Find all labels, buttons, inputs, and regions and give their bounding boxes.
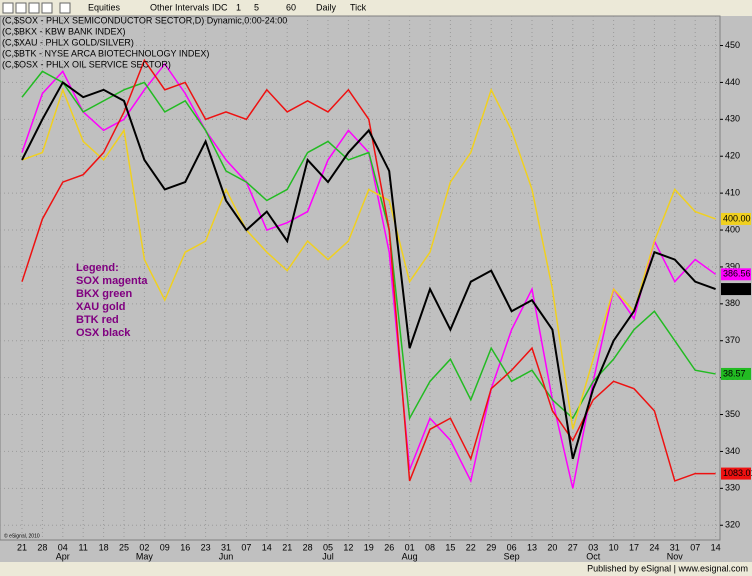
x-tick-label: 08 bbox=[425, 542, 435, 552]
x-tick-label: 15 bbox=[445, 542, 455, 552]
legend-entry: SOX magenta bbox=[76, 275, 148, 287]
x-tick-label: 21 bbox=[17, 542, 27, 552]
legend-title: Legend: bbox=[76, 262, 119, 274]
toolbar-item[interactable]: Other Intervals bbox=[150, 2, 210, 12]
x-tick-label: 13 bbox=[527, 542, 537, 552]
y-tick-label: 410 bbox=[725, 188, 740, 198]
x-tick-label: 17 bbox=[629, 542, 639, 552]
month-label: Nov bbox=[667, 551, 684, 561]
x-tick-label: 28 bbox=[303, 542, 313, 552]
x-tick-label: 06 bbox=[507, 542, 517, 552]
toolbar-icon[interactable] bbox=[2, 2, 14, 14]
copyright: © eSignal, 2010 bbox=[4, 532, 40, 539]
x-tick-label: 07 bbox=[690, 542, 700, 552]
legend-entry: OSX black bbox=[76, 327, 131, 339]
x-tick-label: 03 bbox=[588, 542, 598, 552]
status-bar bbox=[0, 562, 752, 576]
toolbar-item[interactable]: 5 bbox=[254, 2, 259, 12]
y-tick-label: 340 bbox=[725, 446, 740, 456]
x-tick-label: 14 bbox=[711, 542, 721, 552]
toolbar-item[interactable]: 1 bbox=[236, 2, 241, 12]
toolbar-item[interactable]: Tick bbox=[350, 2, 367, 12]
last-value-box bbox=[721, 283, 751, 296]
x-tick-label: 22 bbox=[466, 542, 476, 552]
series-line bbox=[21, 87, 716, 430]
x-tick-label: 12 bbox=[343, 542, 353, 552]
month-label: Jun bbox=[219, 551, 234, 561]
x-tick-label: 28 bbox=[37, 542, 47, 552]
x-tick-label: 20 bbox=[547, 542, 557, 552]
x-tick-label: 23 bbox=[201, 542, 211, 552]
x-tick-label: 04 bbox=[58, 542, 68, 552]
last-value-label: 1083.01 bbox=[723, 468, 752, 478]
x-tick-label: 05 bbox=[323, 542, 333, 552]
month-label: Apr bbox=[56, 551, 70, 561]
last-value-label: 234.11 bbox=[723, 283, 750, 293]
legend-entry: BTK red bbox=[76, 314, 119, 326]
y-tick-label: 350 bbox=[725, 409, 740, 419]
header-line: (C,$OSX - PHLX OIL SERVICE SECTOR) bbox=[2, 59, 171, 69]
y-tick-label: 420 bbox=[725, 151, 740, 161]
last-value-box bbox=[721, 367, 751, 380]
last-value-label: 386.56 bbox=[723, 269, 751, 279]
toolbar-item[interactable]: IDC bbox=[212, 2, 228, 12]
toolbar-icon[interactable] bbox=[59, 2, 71, 14]
x-tick-label: 09 bbox=[160, 542, 170, 552]
legend-entry: XAU gold bbox=[76, 301, 126, 313]
header-line: (C,$SOX - PHLX SEMICONDUCTOR SECTOR,D) D… bbox=[2, 15, 287, 25]
series-line bbox=[21, 80, 716, 460]
x-tick-label: 31 bbox=[670, 542, 680, 552]
month-label: Oct bbox=[586, 551, 601, 561]
header-line: (C,$XAU - PHLX GOLD/SILVER) bbox=[2, 37, 134, 47]
x-tick-label: 24 bbox=[649, 542, 659, 552]
toolbar bbox=[0, 0, 752, 16]
y-tick-label: 390 bbox=[725, 261, 740, 271]
x-tick-label: 01 bbox=[405, 542, 415, 552]
x-tick-label: 25 bbox=[119, 542, 129, 552]
y-tick-label: 330 bbox=[725, 483, 740, 493]
series-line bbox=[21, 58, 716, 482]
footer: Published by eSignal | www.esignal.com bbox=[587, 563, 748, 573]
month-label: Aug bbox=[402, 551, 418, 561]
last-value-label: 400.00 bbox=[723, 213, 751, 223]
x-tick-label: 26 bbox=[384, 542, 394, 552]
y-tick-label: 370 bbox=[725, 335, 740, 345]
y-tick-label: 320 bbox=[725, 520, 740, 530]
month-label: Jul bbox=[322, 551, 334, 561]
toolbar-icon[interactable] bbox=[15, 2, 27, 14]
y-tick-label: 380 bbox=[725, 298, 740, 308]
last-value-box bbox=[721, 212, 751, 225]
month-label: Sep bbox=[504, 551, 520, 561]
x-tick-label: 16 bbox=[180, 542, 190, 552]
x-tick-label: 14 bbox=[262, 542, 272, 552]
y-tick-label: 430 bbox=[725, 114, 740, 124]
toolbar-item[interactable]: Daily bbox=[316, 2, 337, 12]
legend-entry: BKX green bbox=[76, 288, 133, 300]
toolbar-item[interactable]: 60 bbox=[286, 2, 296, 12]
y-tick-label: 450 bbox=[725, 40, 740, 50]
x-tick-label: 29 bbox=[486, 542, 496, 552]
x-tick-label: 27 bbox=[568, 542, 578, 552]
x-tick-label: 10 bbox=[609, 542, 619, 552]
toolbar-icon[interactable] bbox=[41, 2, 53, 14]
y-tick-label: 440 bbox=[725, 77, 740, 87]
x-tick-label: 21 bbox=[282, 542, 292, 552]
x-tick-label: 19 bbox=[364, 542, 374, 552]
x-tick-label: 11 bbox=[79, 542, 88, 552]
x-tick-label: 31 bbox=[221, 542, 231, 552]
x-tick-label: 07 bbox=[241, 542, 251, 552]
x-tick-label: 02 bbox=[139, 542, 149, 552]
last-value-box bbox=[721, 268, 751, 281]
header-line: (C,$BTK - NYSE ARCA BIOTECHNOLOGY INDEX) bbox=[2, 48, 209, 58]
toolbar-item[interactable]: Equities bbox=[88, 2, 121, 12]
last-value-box bbox=[721, 467, 751, 480]
header-line: (C,$BKX - KBW BANK INDEX) bbox=[2, 26, 126, 36]
last-value-label: 38.57 bbox=[723, 368, 746, 378]
toolbar-icon[interactable] bbox=[28, 2, 40, 14]
x-tick-label: 18 bbox=[99, 542, 109, 552]
plot-area bbox=[0, 15, 721, 541]
y-tick-label: 400 bbox=[725, 224, 740, 234]
month-label: May bbox=[136, 551, 154, 561]
